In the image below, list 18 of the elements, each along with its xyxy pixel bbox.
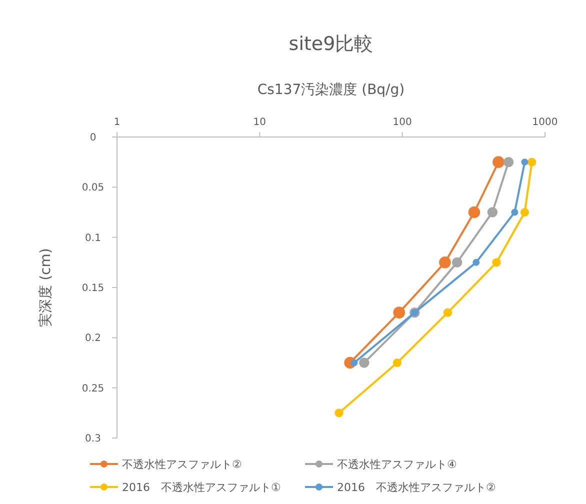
chart-title: site9比較 <box>288 33 374 55</box>
y-tick-label: 0.2 <box>85 333 101 344</box>
x-tick-label: 10 <box>253 117 266 128</box>
legend-label: 不透水性アスファルト④ <box>337 458 457 471</box>
y-tick-label: 0.3 <box>85 434 101 444</box>
y-tick-label: 0.25 <box>82 383 104 394</box>
legend-label: 2016 不透水性アスファルト① <box>122 481 281 494</box>
y-tick-label: 0.1 <box>85 232 101 244</box>
legend-label: 2016 不透水性アスファルト② <box>337 481 496 494</box>
legend-label: 不透水性アスファルト② <box>122 458 242 471</box>
y-tick-label: 0.05 <box>82 182 104 194</box>
y-tick-label: 0.15 <box>82 283 104 294</box>
x-axis-title: Cs137汚染濃度 (Bq/g) <box>257 82 405 98</box>
x-tick-label: 100 <box>392 117 412 128</box>
y-tick-label: 0 <box>90 132 96 144</box>
x-tick-label: 1000 <box>532 117 558 128</box>
y-axis-title: 実深度 (cm) <box>38 248 54 327</box>
x-tick-label: 1 <box>114 117 120 128</box>
